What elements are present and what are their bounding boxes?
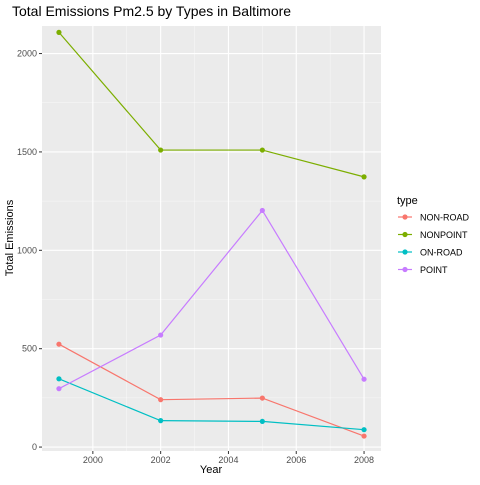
x-tick-label: 2002: [151, 455, 171, 465]
series-point: [56, 207, 367, 392]
legend-key-point: [402, 214, 408, 220]
data-point-point: [361, 376, 367, 382]
x-tick-label: 2006: [286, 455, 306, 465]
chart-title: Total Emissions Pm2.5 by Types in Baltim…: [12, 3, 291, 19]
series-on-road: [56, 376, 367, 433]
data-point-point: [259, 207, 265, 214]
y-tick-label: 0: [32, 442, 37, 452]
x-tick-label: 2000: [83, 455, 103, 465]
data-point-nonpoint: [361, 174, 367, 180]
legend-label: ON-ROAD: [420, 248, 463, 258]
series-non-road: [56, 341, 367, 439]
series-nonpoint: [56, 29, 367, 180]
data-point-on-road: [361, 427, 367, 433]
data-point-nonpoint: [158, 147, 164, 153]
data-point-on-road: [259, 418, 265, 425]
data-point-non-road: [158, 397, 164, 403]
y-axis-title: Total Emissions: [4, 199, 16, 276]
data-point-nonpoint: [259, 147, 265, 153]
y-tick-label: 1500: [17, 147, 37, 157]
legend-label: NONPOINT: [420, 230, 468, 240]
data-point-non-road: [56, 341, 62, 347]
series-layer: [56, 29, 367, 439]
axis-ticks: 2000 2002 2004 2006 2008 0 500 1000 1500 2000: [17, 49, 374, 465]
x-tick-label: 2008: [354, 455, 374, 465]
y-tick-label: 2000: [17, 49, 37, 59]
legend-item-nonpoint: NONPOINT: [398, 230, 468, 240]
legend-key-point: [402, 249, 408, 255]
legend-item-non-road: NON-ROAD: [398, 213, 469, 223]
legend-key-point: [402, 266, 408, 273]
plot-panel: [42, 26, 381, 451]
series-line-point: [58, 209, 365, 390]
x-axis-title: Year: [200, 464, 223, 476]
data-point-on-road: [56, 376, 62, 382]
series-line-nonpoint: [58, 31, 365, 178]
legend: type NON-ROAD NONPOINT ON-ROAD POINT: [397, 195, 469, 275]
data-point-point: [158, 332, 164, 338]
legend-item-on-road: ON-ROAD: [398, 248, 463, 258]
data-point-on-road: [158, 418, 164, 424]
series-line-on-road: [58, 378, 365, 431]
legend-label: POINT: [420, 265, 448, 275]
legend-item-point: POINT: [398, 265, 448, 275]
data-point-nonpoint: [56, 29, 62, 35]
data-point-non-road: [259, 395, 265, 401]
legend-title: type: [397, 195, 418, 207]
y-tick-label: 1000: [17, 245, 37, 255]
series-line-non-road: [58, 343, 365, 437]
y-tick-label: 500: [22, 344, 37, 354]
x-tick-label: 2004: [218, 455, 238, 465]
data-point-non-road: [361, 433, 367, 439]
legend-label: NON-ROAD: [420, 213, 469, 223]
grid-lines: [42, 26, 381, 451]
legend-key-point: [402, 231, 408, 238]
data-point-point: [56, 386, 62, 392]
